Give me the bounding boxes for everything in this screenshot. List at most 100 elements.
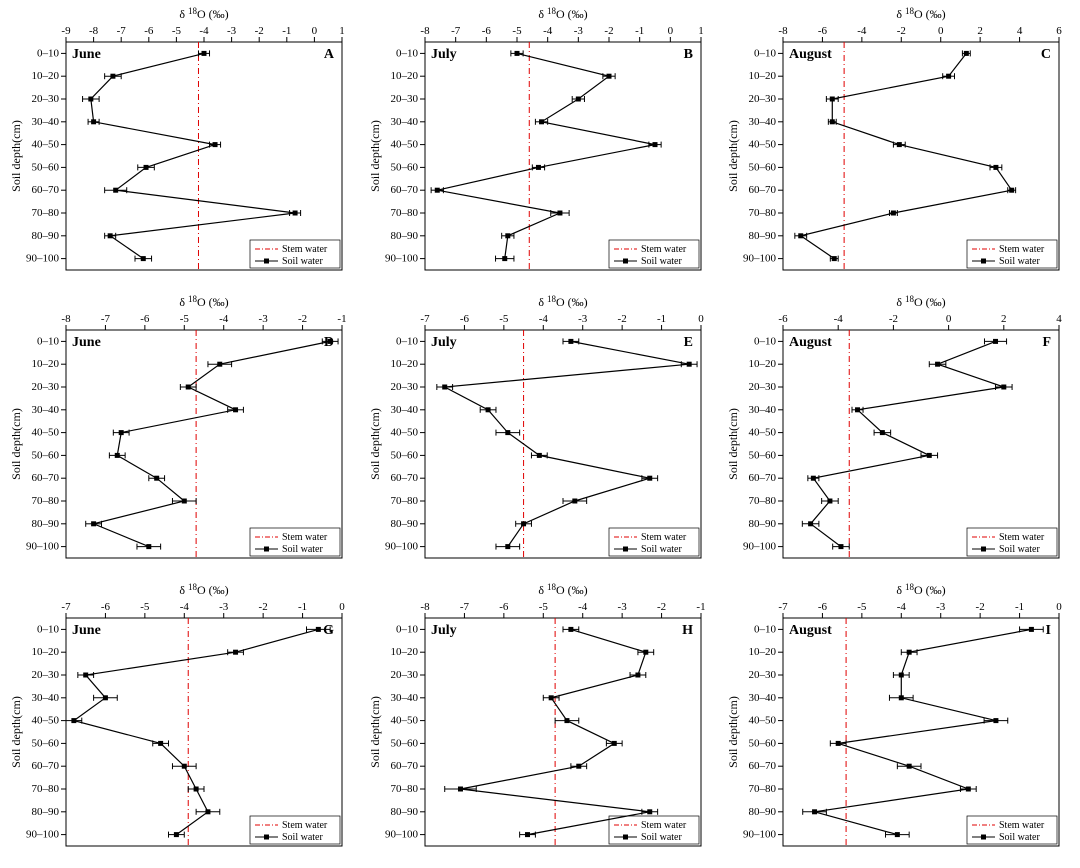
y-tick-label: 40–50 [749, 139, 777, 151]
x-tick-label: -1 [635, 25, 644, 37]
panel-letter: I [1046, 623, 1051, 638]
x-tick-label: -1 [657, 313, 666, 325]
soil-marker [830, 119, 835, 124]
y-tick-label: 80–90 [390, 518, 418, 530]
legend-stem-label: Stem water [641, 820, 687, 831]
x-tick-label: -8 [779, 25, 789, 37]
x-axis-title: δ 18O (‰) [179, 6, 228, 21]
x-tick-label: 4 [1057, 313, 1063, 325]
soil-marker [505, 233, 510, 238]
soil-marker [966, 787, 971, 792]
soil-marker [964, 51, 969, 56]
panel-G: -7-6-5-4-3-2-10δ 18O (‰)0–1010–2020–3030… [4, 580, 356, 860]
month-label: June [72, 335, 101, 350]
soil-marker [536, 453, 541, 458]
x-axis-title: δ 18O (‰) [538, 6, 587, 21]
y-tick-label: 70–80 [32, 783, 60, 795]
y-tick-label: 70–80 [749, 783, 777, 795]
soil-marker [935, 362, 940, 367]
soil-water-line [811, 341, 1004, 546]
soil-marker [536, 165, 541, 170]
y-tick-label: 30–40 [390, 692, 418, 704]
y-tick-label: 50–60 [749, 737, 777, 749]
x-tick-label: -5 [512, 25, 522, 37]
x-tick-label: -8 [420, 25, 430, 37]
y-tick-label: 10–20 [390, 646, 418, 658]
soil-water-line [801, 53, 1012, 258]
y-tick-label: 10–20 [749, 646, 777, 658]
y-tick-label: 70–80 [390, 207, 418, 219]
month-label: July [431, 47, 457, 62]
panel-cell-E: -7-6-5-4-3-2-10δ 18O (‰)0–1010–2020–3030… [363, 292, 718, 576]
soil-marker [799, 233, 804, 238]
legend-soil-label: Soil water [641, 256, 682, 267]
soil-marker [103, 695, 108, 700]
y-axis-title: Soil depth(cm) [368, 408, 382, 480]
soil-marker [855, 407, 860, 412]
y-tick-label: 40–50 [32, 139, 60, 151]
y-tick-label: 60–70 [32, 472, 60, 484]
soil-marker [113, 188, 118, 193]
legend-soil-label: Soil water [999, 256, 1040, 267]
y-axis-title: Soil depth(cm) [726, 408, 740, 480]
y-tick-label: 80–90 [749, 806, 777, 818]
y-tick-label: 60–70 [749, 184, 777, 196]
legend-soil-marker-icon [623, 259, 628, 264]
y-tick-label: 30–40 [32, 116, 60, 128]
x-tick-label: -2 [604, 25, 613, 37]
panel-letter: A [324, 47, 335, 62]
x-tick-label: -7 [459, 601, 469, 613]
x-tick-label: 4 [1017, 25, 1023, 37]
x-tick-label: -7 [61, 601, 71, 613]
y-tick-label: 80–90 [749, 518, 777, 530]
panel-E: -7-6-5-4-3-2-10δ 18O (‰)0–1010–2020–3030… [363, 292, 715, 572]
y-tick-label: 40–50 [32, 715, 60, 727]
x-tick-label: 0 [1057, 601, 1063, 613]
y-tick-label: 70–80 [32, 207, 60, 219]
x-tick-label: -1 [298, 601, 307, 613]
y-tick-label: 40–50 [32, 427, 60, 439]
soil-marker [502, 256, 507, 261]
x-tick-label: -5 [538, 601, 548, 613]
soil-marker [182, 764, 187, 769]
soil-marker [91, 521, 96, 526]
soil-marker [897, 142, 902, 147]
soil-marker [1002, 385, 1007, 390]
soil-marker [993, 339, 998, 344]
y-tick-label: 40–50 [390, 427, 418, 439]
month-label: August [789, 47, 832, 62]
x-axis-title: δ 18O (‰) [179, 582, 228, 597]
soil-marker [899, 695, 904, 700]
soil-marker [233, 407, 238, 412]
legend-soil-label: Soil water [999, 832, 1040, 843]
y-tick-label: 30–40 [32, 692, 60, 704]
x-tick-label: -3 [259, 313, 269, 325]
y-tick-label: 50–60 [749, 161, 777, 173]
soil-marker [110, 74, 115, 79]
y-axis-title: Soil depth(cm) [9, 696, 23, 768]
x-tick-label: -7 [117, 25, 127, 37]
y-tick-label: 30–40 [749, 692, 777, 704]
x-axis-title: δ 18O (‰) [538, 294, 587, 309]
y-axis-title: Soil depth(cm) [9, 408, 23, 480]
soil-marker [568, 339, 573, 344]
legend-soil-marker-icon [264, 547, 269, 552]
x-tick-label: -9 [61, 25, 71, 37]
x-axis-title: δ 18O (‰) [179, 294, 228, 309]
panel-letter: G [323, 623, 334, 638]
soil-marker [557, 211, 562, 216]
legend-stem-label: Stem water [999, 244, 1045, 255]
y-axis-title: Soil depth(cm) [368, 696, 382, 768]
x-tick-label: -4 [834, 313, 844, 325]
y-axis-title: Soil depth(cm) [726, 120, 740, 192]
y-tick-label: 50–60 [32, 737, 60, 749]
y-tick-label: 50–60 [32, 161, 60, 173]
y-tick-label: 0–10 [396, 335, 419, 347]
y-tick-label: 60–70 [749, 472, 777, 484]
legend-stem-label: Stem water [999, 820, 1045, 831]
x-axis-title: δ 18O (‰) [538, 582, 587, 597]
x-tick-label: -3 [227, 25, 237, 37]
month-label: July [431, 335, 457, 350]
soil-marker [812, 809, 817, 814]
soil-marker [839, 544, 844, 549]
